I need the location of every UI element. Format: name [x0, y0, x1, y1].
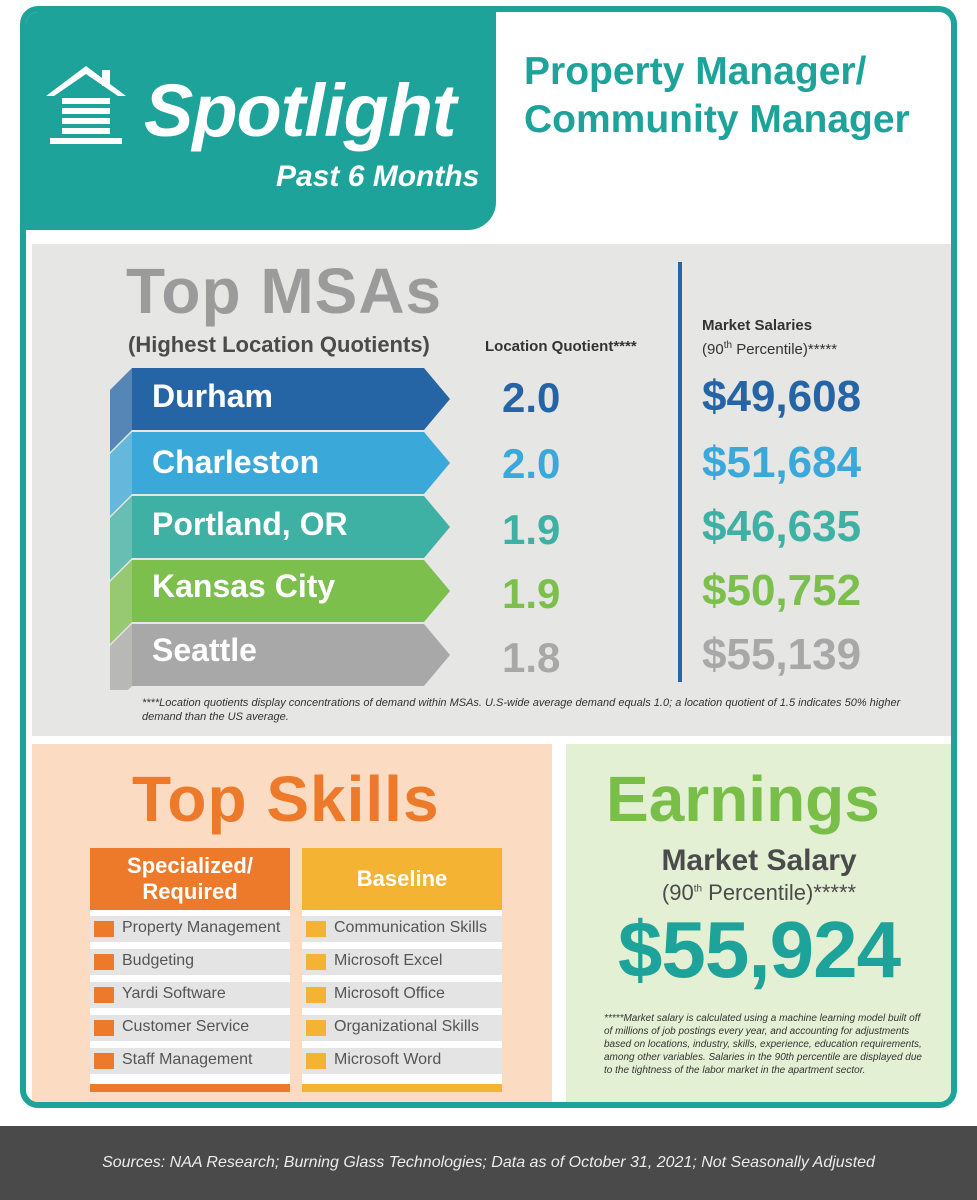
- lq-portland: 1.9: [502, 506, 561, 553]
- skill-label: Microsoft Word: [334, 1051, 442, 1068]
- msa-title: Top MSAs: [126, 255, 443, 327]
- market-salary-value: $55,924: [617, 905, 901, 994]
- percentile-pre: (90: [661, 880, 694, 905]
- spotlight-title: Spotlight: [144, 69, 457, 152]
- skill-label: Communication Skills: [334, 919, 487, 936]
- bullet-square: [94, 1053, 114, 1069]
- job-title-line-1: Property Manager/: [524, 50, 867, 93]
- salary-seattle: $55,139: [702, 630, 862, 679]
- earnings-section: Earnings Market Salary (90th Percentile)…: [566, 744, 951, 1102]
- msa-arrow: [132, 624, 450, 686]
- list-item: Organizational Skills: [302, 1015, 502, 1041]
- infographic-frame: Spotlight Past 6 Months Property Manager…: [20, 6, 957, 1108]
- top-msas-section: Top MSAs (Highest Location Quotients) Lo…: [32, 244, 951, 736]
- bullet-square: [306, 921, 326, 937]
- msa-arrow-side: [110, 496, 132, 580]
- baseline-skills-column: Baseline Communication Skills Microsoft …: [302, 848, 502, 1092]
- salary-header-sup: th: [723, 340, 733, 351]
- salary-durham: $49,608: [702, 372, 862, 421]
- percentile-post: Percentile)*****: [702, 880, 857, 905]
- skill-label: Customer Service: [122, 1018, 250, 1035]
- lq-footnote: ****Location quotients display concentra…: [142, 697, 901, 723]
- market-salaries-header: Market Salaries (90th Percentile)*****: [702, 316, 837, 360]
- specialized-footer-bar: [90, 1084, 290, 1092]
- lq-kansas-city: 1.9: [502, 570, 561, 617]
- list-item: Property Management: [90, 916, 290, 942]
- bullet-square: [94, 921, 114, 937]
- salary-header-post: Percentile)*****: [732, 341, 838, 358]
- bullet-square: [306, 1020, 326, 1036]
- bullet-square: [94, 987, 114, 1003]
- building-icon: [46, 66, 126, 144]
- salary-kansas-city: $50,752: [702, 566, 862, 615]
- bullet-square: [94, 1020, 114, 1036]
- list-item: Customer Service: [90, 1015, 290, 1041]
- lq-charleston: 2.0: [502, 440, 561, 487]
- lq-seattle: 1.8: [502, 634, 561, 681]
- msa-city-seattle: Seattle: [152, 632, 257, 668]
- percentile-label: (90th Percentile)*****: [566, 880, 951, 906]
- earnings-title: Earnings: [606, 763, 880, 835]
- skills-title: Top Skills: [132, 763, 440, 835]
- percentile-sup: th: [693, 883, 703, 895]
- specialized-header: Specialized/ Required: [90, 848, 290, 910]
- location-quotient-header: Location Quotient****: [485, 338, 637, 355]
- msa-arrow: [132, 432, 450, 494]
- bullet-square: [306, 1053, 326, 1069]
- msa-arrow-side: [110, 624, 132, 690]
- msa-city-charleston: Charleston: [152, 444, 320, 480]
- salary-portland: $46,635: [702, 502, 862, 551]
- skill-label: Organizational Skills: [334, 1018, 479, 1035]
- lq-durham: 2.0: [502, 374, 561, 421]
- sources-text: Sources: NAA Research; Burning Glass Tec…: [102, 1154, 875, 1171]
- salary-charleston: $51,684: [702, 438, 862, 487]
- msa-city-kansas-city: Kansas City: [152, 568, 336, 604]
- sources-footer: Sources: NAA Research; Burning Glass Tec…: [0, 1126, 977, 1200]
- list-item: Budgeting: [90, 949, 290, 975]
- salary-footnote: *****Market salary is calculated using a…: [604, 1013, 922, 1076]
- skill-label: Budgeting: [122, 952, 195, 969]
- salary-header-title: Market Salaries: [702, 317, 813, 334]
- bullet-square: [306, 954, 326, 970]
- period-label: Past 6 Months: [276, 160, 480, 193]
- list-item: Yardi Software: [90, 982, 290, 1008]
- skill-label: Microsoft Excel: [334, 952, 443, 969]
- skill-label: Microsoft Office: [334, 985, 445, 1002]
- list-item: Communication Skills: [302, 916, 502, 942]
- skill-label: Staff Management: [122, 1051, 253, 1068]
- baseline-footer-bar: [302, 1084, 502, 1092]
- bullet-square: [94, 954, 114, 970]
- salary-header-pre: (90: [702, 341, 724, 358]
- baseline-header: Baseline: [302, 848, 502, 910]
- msa-subtitle: (Highest Location Quotients): [128, 332, 430, 357]
- skill-label: Property Management: [122, 919, 281, 936]
- header-banner: Spotlight Past 6 Months: [26, 12, 496, 230]
- msa-arrow-side: [110, 368, 132, 452]
- specialized-skills-column: Specialized/ Required Property Managemen…: [90, 848, 290, 1092]
- divider-line: [678, 262, 682, 682]
- job-title-line-2: Community Manager: [524, 98, 910, 141]
- msa-arrow: [132, 368, 450, 430]
- msa-city-portland: Portland, OR: [152, 506, 348, 542]
- msa-arrow: [132, 496, 450, 558]
- msa-arrow-side: [110, 432, 132, 516]
- job-title: Property Manager/ Community Manager: [524, 48, 910, 144]
- skill-label: Yardi Software: [122, 985, 226, 1002]
- market-salary-label: Market Salary: [661, 844, 857, 877]
- list-item: Microsoft Excel: [302, 949, 502, 975]
- msa-arrow-side: [110, 560, 132, 644]
- msa-city-durham: Durham: [152, 378, 273, 414]
- bullet-square: [306, 987, 326, 1003]
- list-item: Microsoft Word: [302, 1048, 502, 1074]
- list-item: Microsoft Office: [302, 982, 502, 1008]
- msa-arrows: [110, 368, 450, 690]
- list-item: Staff Management: [90, 1048, 290, 1074]
- top-skills-section: Top Skills Specialized/ Required Propert…: [32, 744, 552, 1102]
- msa-arrow: [132, 560, 450, 622]
